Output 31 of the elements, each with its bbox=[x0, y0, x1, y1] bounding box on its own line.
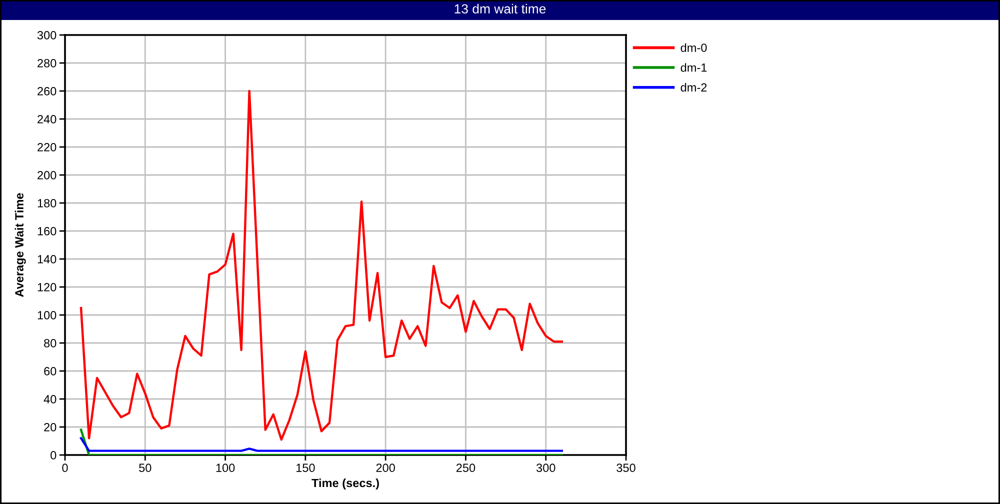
y-tick-label: 280 bbox=[38, 59, 56, 68]
x-tick-label: 100 bbox=[216, 464, 235, 472]
x-axis-title: Time (secs.) bbox=[312, 478, 379, 490]
x-tick-label: 350 bbox=[616, 464, 636, 472]
x-tick-label: 200 bbox=[376, 464, 395, 472]
x-tick-label: 300 bbox=[536, 464, 556, 472]
line-series bbox=[80, 90, 563, 441]
y-tick-label: 120 bbox=[38, 283, 56, 292]
y-tick-label: 40 bbox=[44, 395, 56, 404]
y-axis-title: Average Wait Time bbox=[14, 193, 26, 297]
y-tick-label: 140 bbox=[38, 255, 56, 264]
x-tick-label: 250 bbox=[456, 464, 476, 472]
chart-title: 13 dm wait time bbox=[454, 4, 546, 14]
x-tick-label: 150 bbox=[296, 464, 315, 472]
legend-label: dm-1 bbox=[680, 63, 707, 72]
y-tick-label: 300 bbox=[37, 31, 56, 40]
x-tick-label: 0 bbox=[62, 464, 68, 472]
y-tick-label: 260 bbox=[38, 87, 56, 96]
y-tick-label: 20 bbox=[44, 423, 56, 432]
y-tick-label: 0 bbox=[50, 451, 56, 460]
y-tick-label: 180 bbox=[38, 199, 56, 208]
legend-label: dm-0 bbox=[680, 43, 707, 52]
legend-label: dm-2 bbox=[680, 82, 707, 92]
y-tick-label: 200 bbox=[38, 171, 56, 180]
y-tick-label: 240 bbox=[38, 115, 56, 124]
y-tick-label: 60 bbox=[44, 367, 56, 376]
y-tick-label: 220 bbox=[38, 143, 56, 152]
y-tick-label: 80 bbox=[44, 339, 56, 348]
y-tick-label: 100 bbox=[38, 311, 56, 320]
x-tick-label: 50 bbox=[139, 464, 152, 472]
y-tick-label: 160 bbox=[38, 227, 56, 236]
